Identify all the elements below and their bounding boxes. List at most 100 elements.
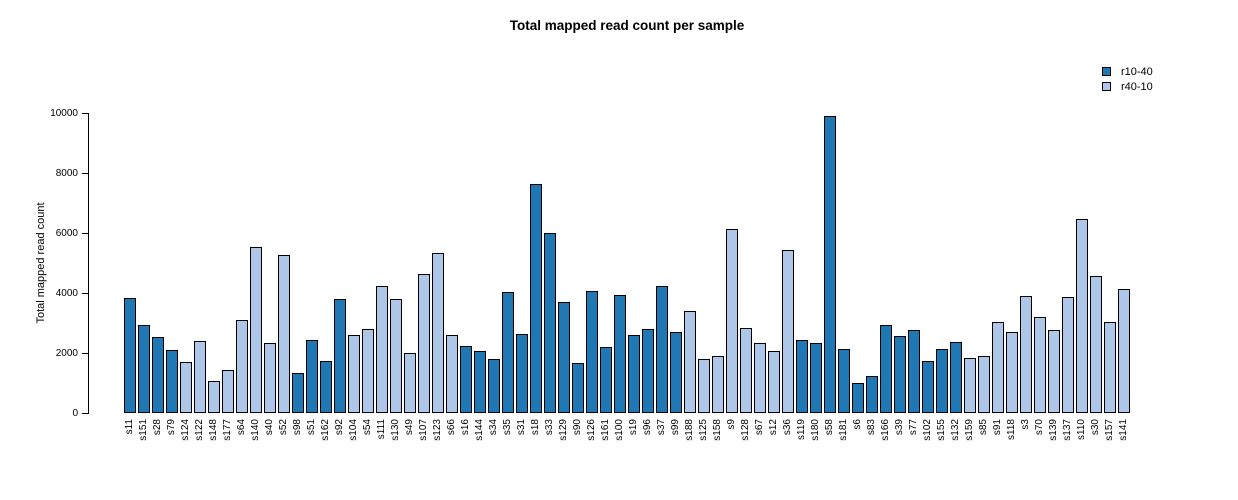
bar — [824, 116, 836, 413]
bar — [544, 233, 556, 413]
x-tick-label: s151 — [138, 419, 149, 441]
x-tick-label: s158 — [712, 419, 723, 441]
x-tick-label: s130 — [390, 419, 401, 441]
x-tick-label: s35 — [502, 419, 513, 436]
x-tick-label: s180 — [810, 419, 821, 441]
legend-item-r10-40: r10-40 — [1102, 64, 1153, 79]
x-tick-label: s107 — [418, 419, 429, 441]
x-tick-label: s177 — [222, 419, 233, 441]
bar — [964, 358, 976, 413]
bar — [922, 360, 934, 413]
x-tick-label: s34 — [488, 419, 499, 436]
x-tick-label: s67 — [754, 419, 765, 436]
bar — [404, 353, 416, 413]
x-tick-label: s139 — [1048, 419, 1059, 441]
y-tick-mark — [82, 293, 88, 294]
bar — [782, 249, 794, 413]
bar — [740, 328, 752, 413]
x-tick-label: s18 — [530, 419, 541, 436]
bar — [1090, 276, 1102, 413]
bar — [180, 362, 192, 413]
legend-swatch-r10-40 — [1102, 67, 1111, 76]
bar — [432, 252, 444, 413]
bar — [334, 298, 346, 413]
x-tick-label: s110 — [1076, 419, 1087, 440]
bar — [1062, 296, 1074, 413]
bar — [852, 383, 864, 413]
y-axis-title: Total mapped read count — [35, 202, 47, 324]
bar — [894, 335, 906, 413]
bar — [1006, 332, 1018, 413]
x-tick-label: s166 — [880, 419, 891, 441]
x-tick-label: s51 — [306, 419, 317, 436]
x-tick-label: s99 — [670, 419, 681, 436]
x-tick-label: s111 — [376, 419, 387, 440]
y-axis-line — [88, 113, 89, 414]
x-tick-label: s30 — [1090, 419, 1101, 436]
x-tick-label: s104 — [348, 419, 359, 441]
bar — [726, 229, 738, 413]
y-tick-label: 6000 — [55, 228, 78, 239]
bar — [320, 360, 332, 413]
x-tick-label: s49 — [404, 419, 415, 436]
x-tick-label: s92 — [334, 419, 345, 436]
bar — [1076, 219, 1088, 413]
bar — [152, 336, 164, 413]
bar — [348, 334, 360, 413]
x-tick-label: s123 — [432, 419, 443, 441]
x-tick-label: s31 — [516, 419, 527, 436]
bar — [586, 290, 598, 413]
x-tick-label: s124 — [180, 419, 191, 441]
bar — [278, 254, 290, 413]
x-tick-label: s52 — [278, 419, 289, 436]
bar — [292, 373, 304, 413]
bar — [614, 294, 626, 413]
x-tick-label: s98 — [292, 419, 303, 436]
x-tick-label: s36 — [782, 419, 793, 436]
x-tick-label: s157 — [1104, 419, 1115, 441]
bar — [754, 342, 766, 413]
bar — [530, 184, 542, 413]
bar — [390, 299, 402, 413]
bar — [880, 325, 892, 413]
bar — [194, 341, 206, 413]
bar — [166, 350, 178, 413]
bar — [1104, 322, 1116, 413]
x-tick-label: s161 — [600, 419, 611, 441]
bar — [474, 351, 486, 413]
x-tick-label: s100 — [614, 419, 625, 441]
x-tick-label: s126 — [586, 419, 597, 441]
x-tick-label: s79 — [166, 419, 177, 436]
x-tick-label: s119 — [796, 419, 807, 440]
x-tick-label: s162 — [320, 419, 331, 441]
x-tick-label: s102 — [922, 419, 933, 441]
bar — [1048, 329, 1060, 413]
x-tick-label: s40 — [264, 419, 275, 436]
bar — [488, 358, 500, 413]
chart-title: Total mapped read count per sample — [509, 18, 745, 33]
legend: r10-40 r40-10 — [1102, 64, 1153, 94]
y-axis-title-wrap: Total mapped read count — [30, 113, 52, 413]
bar — [558, 302, 570, 413]
x-tick-label: s85 — [978, 419, 989, 436]
bar — [866, 375, 878, 413]
bar — [670, 331, 682, 413]
bar — [950, 341, 962, 413]
bar — [460, 346, 472, 413]
x-tick-label: s118 — [1006, 419, 1017, 440]
bar — [1034, 317, 1046, 413]
y-tick-label: 4000 — [55, 288, 78, 299]
x-tick-label: s91 — [992, 419, 1003, 436]
x-tick-label: s148 — [208, 419, 219, 441]
x-tick-label: s141 — [1118, 419, 1129, 441]
y-tick-label: 2000 — [55, 348, 78, 359]
y-tick-mark — [82, 413, 88, 414]
x-tick-label: s128 — [740, 419, 751, 441]
bar — [264, 342, 276, 413]
x-tick-label: s140 — [250, 419, 261, 441]
legend-label: r10-40 — [1121, 65, 1153, 78]
bar — [1020, 295, 1032, 413]
bar — [222, 370, 234, 413]
bar — [992, 322, 1004, 413]
